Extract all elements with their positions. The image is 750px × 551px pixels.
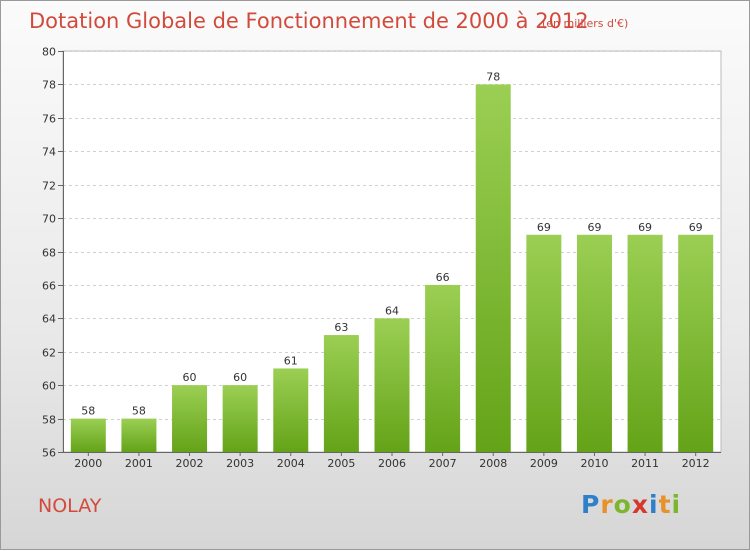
x-tick-label: 2010 bbox=[580, 457, 608, 470]
x-tick-label: 2003 bbox=[226, 457, 254, 470]
x-tick-label: 2006 bbox=[378, 457, 406, 470]
x-tick-label: 2004 bbox=[277, 457, 305, 470]
data-label: 69 bbox=[638, 221, 652, 234]
bar bbox=[172, 385, 208, 452]
bar bbox=[273, 368, 309, 452]
x-tick-label: 2005 bbox=[327, 457, 355, 470]
x-tick-label: 2011 bbox=[631, 457, 659, 470]
data-label: 69 bbox=[537, 221, 551, 234]
y-tick-label: 58 bbox=[42, 414, 56, 427]
data-label: 61 bbox=[284, 354, 298, 367]
x-tick-label: 2012 bbox=[682, 457, 710, 470]
chart-title: Dotation Globale de Fonctionnement de 20… bbox=[29, 9, 589, 33]
x-tick-label: 2007 bbox=[429, 457, 457, 470]
data-label: 58 bbox=[81, 405, 95, 418]
y-tick-label: 62 bbox=[42, 347, 56, 360]
chart-unit-label: (en milliers d'€) bbox=[542, 17, 629, 30]
y-tick-label: 64 bbox=[42, 313, 56, 326]
y-tick-label: 80 bbox=[42, 46, 56, 59]
bar bbox=[121, 418, 157, 452]
bar bbox=[678, 234, 714, 452]
data-label: 60 bbox=[233, 371, 247, 384]
y-tick-label: 78 bbox=[42, 79, 56, 92]
y-tick-label: 68 bbox=[42, 247, 56, 260]
data-label: 69 bbox=[689, 221, 703, 234]
y-tick-label: 74 bbox=[42, 146, 56, 159]
y-tick-label: 70 bbox=[42, 213, 56, 226]
proxiti-logo: Proxiti bbox=[581, 490, 682, 519]
bar bbox=[475, 84, 511, 453]
bar bbox=[627, 234, 663, 452]
data-label: 66 bbox=[436, 271, 450, 284]
bar bbox=[526, 234, 562, 452]
y-tick-label: 60 bbox=[42, 380, 56, 393]
bar bbox=[374, 318, 410, 452]
data-label: 58 bbox=[132, 405, 146, 418]
data-label: 60 bbox=[183, 371, 197, 384]
data-label: 64 bbox=[385, 304, 399, 317]
data-label: 78 bbox=[486, 70, 500, 83]
y-tick-label: 72 bbox=[42, 180, 56, 193]
bar bbox=[222, 385, 258, 452]
y-tick-label: 76 bbox=[42, 113, 56, 126]
data-label: 63 bbox=[334, 321, 348, 334]
data-label: 69 bbox=[587, 221, 601, 234]
commune-name: NOLAY bbox=[38, 495, 102, 517]
bar bbox=[576, 234, 612, 452]
y-tick-label: 66 bbox=[42, 280, 56, 293]
y-tick-label: 56 bbox=[42, 447, 56, 460]
x-tick-label: 2001 bbox=[125, 457, 153, 470]
x-tick-label: 2002 bbox=[176, 457, 204, 470]
x-tick-label: 2009 bbox=[530, 457, 558, 470]
bar bbox=[425, 284, 461, 452]
x-tick-label: 2008 bbox=[479, 457, 507, 470]
bar bbox=[323, 335, 359, 452]
x-tick-label: 2000 bbox=[74, 457, 102, 470]
bar bbox=[70, 418, 106, 452]
